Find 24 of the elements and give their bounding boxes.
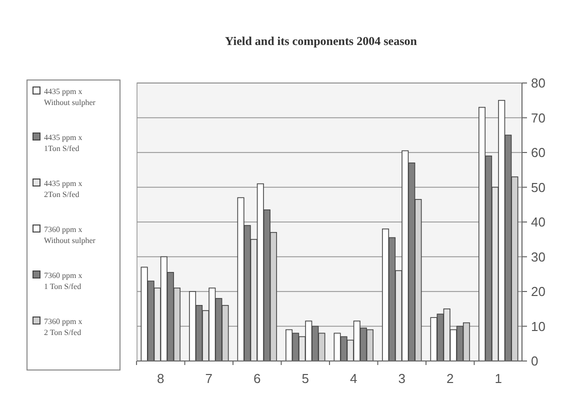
x-tick-label: 8 — [157, 371, 164, 386]
x-tick-label: 1 — [494, 371, 502, 386]
x-tick-label: 4 — [350, 371, 358, 386]
y-tick-label: 30 — [531, 249, 546, 264]
y-tick-label: 70 — [531, 110, 546, 126]
x-tick-label: 7 — [205, 371, 213, 386]
y-tick-label: 60 — [531, 145, 546, 160]
y-tick-label: 80 — [531, 76, 546, 91]
legend-label: 4435 ppm x 1Ton S/fed — [44, 133, 82, 153]
legend-label: 7360 ppm x Without sulpher — [44, 225, 96, 245]
legend-label: 4435 ppm x Without sulpher — [44, 87, 96, 107]
y-tick-label: 20 — [531, 284, 546, 300]
y-tick-label: 50 — [531, 180, 546, 195]
legend-label: 7360 ppm x 2 Ton S/fed — [44, 317, 82, 337]
y-tick-label: 0 — [531, 354, 538, 369]
x-tick-label: 6 — [254, 371, 261, 386]
legend-label: 4435 ppm x 2Ton S/fed — [44, 179, 82, 199]
x-tick-label: 2 — [446, 371, 454, 386]
x-tick-label: 5 — [302, 371, 309, 386]
y-tick-label: 40 — [531, 214, 546, 230]
y-tick-label: 10 — [531, 318, 546, 334]
legend-label: 7360 ppm x 1 Ton S/fed — [44, 271, 82, 291]
chart-title: Yield and its components 2004 season — [225, 34, 418, 48]
x-tick-label: 3 — [398, 371, 406, 386]
